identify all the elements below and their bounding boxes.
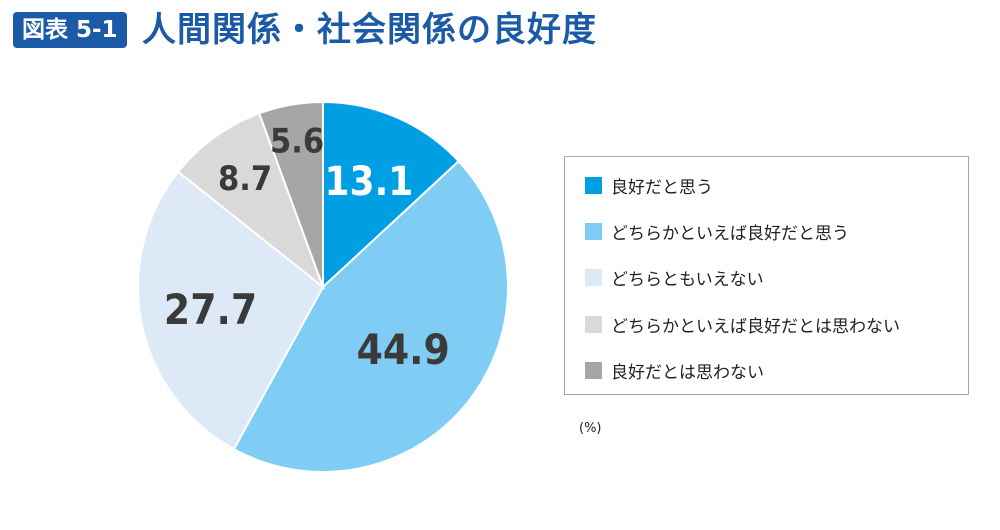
slice-value-label: 27.7 <box>164 285 257 334</box>
pie-slice <box>322 100 461 290</box>
legend-swatch-icon <box>585 222 602 240</box>
slice-value-label: 44.9 <box>357 325 450 374</box>
legend-swatch-icon <box>585 268 602 286</box>
slice-value-label: 8.7 <box>218 159 272 199</box>
legend-item: どちらかといえば良好だとは思わない <box>585 312 900 337</box>
legend-swatch-icon <box>585 315 602 333</box>
chart-title: 人間関係・社会関係の良好度 <box>142 10 597 50</box>
slice-value-label: 5.6 <box>270 121 324 161</box>
legend-item: どちらかといえば良好だと思う <box>585 219 849 244</box>
legend-swatch-icon <box>585 176 602 194</box>
pie-slice <box>137 170 325 451</box>
chart-legend: 良好だと思う どちらかといえば良好だと思う どちらともいえない どちらかといえば… <box>564 156 969 395</box>
slice-value-label: 13.1 <box>324 159 413 205</box>
figure-number-badge: 図表 5-1 <box>13 12 127 48</box>
pie-slice <box>257 100 324 288</box>
legend-label: どちらかといえば良好だとは思わない <box>611 316 900 337</box>
legend-label: どちらかといえば良好だと思う <box>611 223 849 244</box>
legend-item: どちらともいえない <box>585 265 764 290</box>
legend-label: どちらともいえない <box>611 269 764 290</box>
legend-label: 良好だと思う <box>611 177 713 198</box>
legend-swatch-icon <box>585 361 602 379</box>
legend-item: 良好だとは思わない <box>585 358 764 383</box>
unit-note: (%) <box>579 421 602 436</box>
pie-slice <box>232 159 509 473</box>
legend-label: 良好だとは思わない <box>611 362 764 383</box>
legend-item: 良好だと思う <box>585 173 713 198</box>
pie-slice <box>176 112 326 291</box>
